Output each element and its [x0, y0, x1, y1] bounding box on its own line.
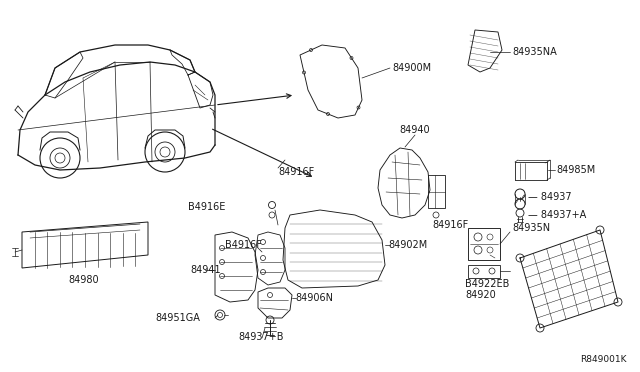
- Text: 84900M: 84900M: [392, 63, 431, 73]
- Text: B4922EB: B4922EB: [465, 279, 509, 289]
- Text: 84935NA: 84935NA: [512, 47, 557, 57]
- Text: 84916F: 84916F: [432, 220, 468, 230]
- Text: B4916E: B4916E: [188, 202, 225, 212]
- Text: 84916F: 84916F: [278, 167, 314, 177]
- Text: R849001K: R849001K: [580, 356, 627, 365]
- Text: B4916F: B4916F: [225, 240, 262, 250]
- Text: 84985M: 84985M: [556, 165, 595, 175]
- Text: 84940: 84940: [400, 125, 430, 135]
- Text: 84951GA: 84951GA: [155, 313, 200, 323]
- Text: 84906N: 84906N: [295, 293, 333, 303]
- Text: 84937+B: 84937+B: [238, 332, 284, 342]
- Text: 84935N: 84935N: [512, 223, 550, 233]
- Text: — 84937: — 84937: [528, 192, 572, 202]
- Text: 84941: 84941: [190, 265, 221, 275]
- Text: — 84937+A: — 84937+A: [528, 210, 586, 220]
- Text: 84980: 84980: [68, 275, 99, 285]
- Text: 84920: 84920: [465, 290, 496, 300]
- Text: 84902M: 84902M: [388, 240, 428, 250]
